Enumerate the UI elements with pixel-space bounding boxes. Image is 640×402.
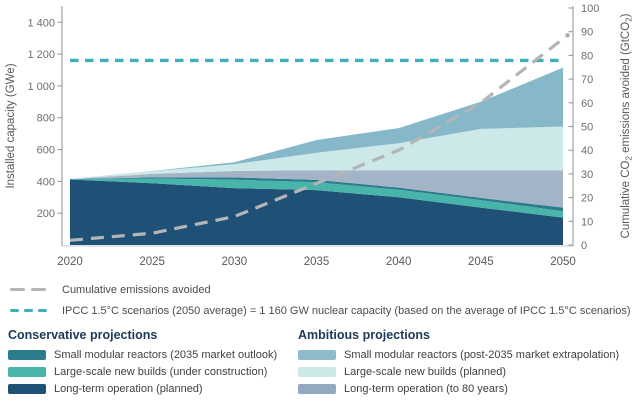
x-tick-label: 2030 [222,256,248,268]
legend-item-lsnb-planned: Large-scale new builds (planned) [298,363,619,380]
lto-planned-swatch [8,383,46,394]
area-lto-planned [70,179,563,245]
right-tick-label: 60 [581,98,593,110]
lsnb-planned-label: Large-scale new builds (planned) [344,365,507,378]
smr-conservative-swatch [8,349,46,360]
legend-group-ambitious: Ambitious projections Small modular reac… [298,328,619,397]
right-tick-label: 50 [581,122,593,134]
legend-item-smr-ambitious: Small modular reactors (post-2035 market… [298,346,619,363]
left-tick-label: 800 [37,113,55,125]
smr-conservative-label: Small modular reactors (2035 market outl… [54,348,278,361]
left-tick-label: 1 400 [27,17,55,29]
x-tick-label: 2050 [550,256,576,268]
right-tick-label: 0 [581,240,587,252]
conservative-projections-title: Conservative projections [8,328,158,342]
emissions-line-end-dot [565,33,570,38]
right-axis-title: Cumulative CO2 emissions avoided (GtCO2) [620,13,634,238]
left-tick-label: 400 [37,176,55,188]
area-lsnb-under-construction [70,178,563,218]
right-tick-label: 20 [581,193,593,205]
lsnb-under-construction-swatch [8,366,46,377]
right-tick-label: 80 [581,50,593,62]
legend-ipcc-scenarios-label: IPCC 1.5°C scenarios (2050 average) = 1 … [62,304,631,317]
legend-item-lto-planned: Long-term operation (planned) [8,380,277,397]
cumulative-emissions-line [69,37,564,242]
right-tick-label: 100 [581,3,599,15]
left-tick-label: 1 000 [27,81,55,93]
gray-dash-icon [10,287,52,292]
lto-planned-label: Long-term operation (planned) [54,382,203,395]
smr-ambitious-label: Small modular reactors (post-2035 market… [344,348,620,361]
right-tick-label: 70 [581,74,593,86]
legend-ipcc-scenarios: IPCC 1.5°C scenarios (2050 average) = 1 … [10,303,631,318]
lsnb-under-construction-label: Large-scale new builds (under constructi… [54,365,268,378]
teal-dash-icon [10,308,52,313]
line-legend: Cumulative emissions avoided IPCC 1.5°C … [10,282,631,324]
right-tick-label: 90 [581,27,593,39]
area-smr-post-2035 [70,67,563,179]
smr-ambitious-swatch [298,349,336,360]
left-tick-label: 1 200 [27,49,55,61]
left-axis-title: Installed capacity (GWe) [5,63,17,188]
area-lsnb-planned [70,126,563,179]
legend-item-lsnb-under-construction: Large-scale new builds (under constructi… [8,363,277,380]
legend-item-lto-80-years: Long-term operation (to 80 years) [298,380,619,397]
x-tick-label: 2025 [139,256,165,268]
left-tick-label: 600 [37,145,55,157]
lto-80-years-swatch [298,383,336,394]
legend-cumulative-emissions-label: Cumulative emissions avoided [62,283,211,296]
right-tick-label: 30 [581,169,593,181]
right-tick-label: 10 [581,216,593,228]
ambitious-projections-title: Ambitious projections [298,328,430,342]
legend-group-conservative: Conservative projections Small modular r… [8,328,277,397]
legend-cumulative-emissions: Cumulative emissions avoided [10,282,631,297]
lto-80-years-label: Long-term operation (to 80 years) [344,382,508,395]
left-tick-label: 200 [37,208,55,220]
x-tick-label: 2040 [386,256,412,268]
x-tick-label: 2035 [304,256,330,268]
area-lto-80-years [70,170,563,208]
x-tick-label: 2045 [468,256,494,268]
lsnb-planned-swatch [298,366,336,377]
x-tick-label: 2020 [57,256,83,268]
right-tick-label: 40 [581,145,593,157]
legend-item-smr-conservative: Small modular reactors (2035 market outl… [8,346,277,363]
